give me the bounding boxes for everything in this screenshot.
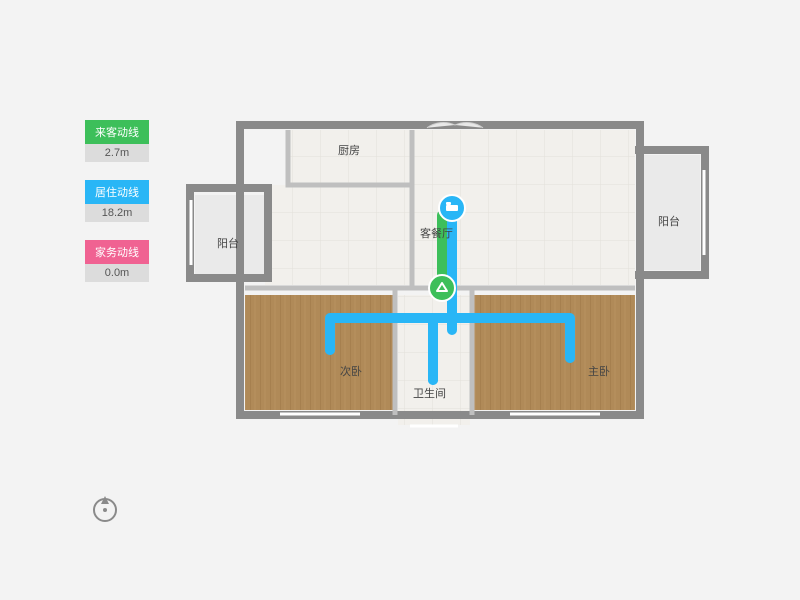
legend-label: 来客动线	[85, 120, 149, 144]
legend: 来客动线 2.7m 居住动线 18.2m 家务动线 0.0m	[85, 120, 149, 300]
floorplan-diagram: 厨房客餐厅阳台阳台次卧卫生间主卧	[180, 100, 720, 460]
legend-label: 家务动线	[85, 240, 149, 264]
compass-icon	[90, 490, 120, 529]
legend-value: 0.0m	[85, 264, 149, 282]
legend-item-guest: 来客动线 2.7m	[85, 120, 149, 162]
legend-item-living: 居住动线 18.2m	[85, 180, 149, 222]
legend-item-housework: 家务动线 0.0m	[85, 240, 149, 282]
legend-value: 18.2m	[85, 204, 149, 222]
floorplan-svg	[180, 100, 720, 460]
legend-label: 居住动线	[85, 180, 149, 204]
legend-value: 2.7m	[85, 144, 149, 162]
